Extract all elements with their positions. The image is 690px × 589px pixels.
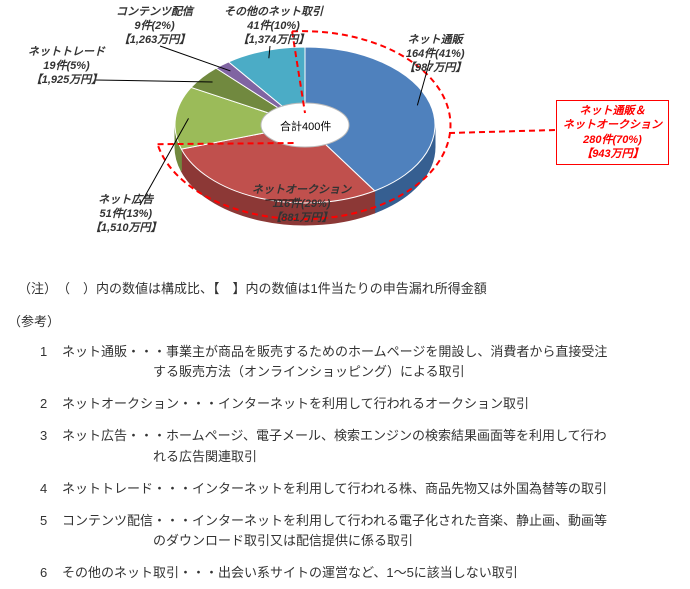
reference-number: 3 bbox=[40, 426, 62, 466]
callout-label: その他のネット取引 bbox=[224, 6, 323, 20]
callout-count: 164件(41%) bbox=[404, 48, 466, 62]
combined-callout: ネット通販＆ ネットオークション 280件(70%) 【943万円】 bbox=[556, 100, 669, 165]
reference-number: 4 bbox=[40, 479, 62, 499]
reference-item: 2ネットオークション・・・インターネットを利用して行われるオークション取引 bbox=[40, 388, 674, 420]
callout-amount: 【1,925万円】 bbox=[28, 74, 105, 88]
combined-line4: 【943万円】 bbox=[581, 148, 643, 160]
reference-number: 2 bbox=[40, 394, 62, 414]
note-line: （注） （ ）内の数値は構成比、【 】内の数値は1件当たりの申告漏れ所得金額 bbox=[0, 270, 690, 301]
reference-item: 6その他のネット取引・・・出会い系サイトの運営など、1～5に該当しない取引 bbox=[40, 557, 674, 589]
reference-text: ネット通販・・・事業主が商品を販売するためのホームページを開設し、消費者から直接… bbox=[62, 342, 674, 382]
reference-number: 5 bbox=[40, 511, 62, 551]
reference-text: その他のネット取引・・・出会い系サイトの運営など、1～5に該当しない取引 bbox=[62, 563, 674, 583]
callout-amount: 【1,510万円】 bbox=[90, 222, 162, 236]
reference-item: 3ネット広告・・・ホームページ、電子メール、検索エンジンの検索結果画面等を利用し… bbox=[40, 420, 674, 472]
callout-amount: 【881万円】 bbox=[252, 212, 351, 226]
callout-content-dist: コンテンツ配信 9件(2%) 【1,263万円】 bbox=[116, 6, 193, 47]
callout-net-other: その他のネット取引 41件(10%) 【1,374万円】 bbox=[224, 6, 323, 47]
callout-net-trade: ネットトレード 19件(5%) 【1,925万円】 bbox=[28, 46, 105, 87]
callout-count: 9件(2%) bbox=[116, 20, 193, 34]
callout-net-ad: ネット広告 51件(13%) 【1,510万円】 bbox=[90, 194, 162, 235]
callout-amount: 【1,374万円】 bbox=[224, 34, 323, 48]
reference-text: ネットトレード・・・インターネットを利用して行われる株、商品先物又は外国為替等の… bbox=[62, 479, 674, 499]
combined-line2: ネットオークション bbox=[563, 119, 662, 131]
reference-heading: （参考） bbox=[0, 301, 690, 336]
reference-item: 1ネット通販・・・事業主が商品を販売するためのホームページを開設し、消費者から直… bbox=[40, 336, 674, 388]
callout-amount: 【987万円】 bbox=[404, 62, 466, 76]
callout-count: 51件(13%) bbox=[90, 208, 162, 222]
chart-center-label: 合計400件 bbox=[280, 118, 331, 134]
callout-net-auction: ネットオークション 116件(29%) 【881万円】 bbox=[252, 184, 351, 225]
reference-text: コンテンツ配信・・・インターネットを利用して行われる電子化された音楽、静止画、動… bbox=[62, 511, 674, 551]
reference-number: 6 bbox=[40, 563, 62, 583]
reference-item: 4ネットトレード・・・インターネットを利用して行われる株、商品先物又は外国為替等… bbox=[40, 473, 674, 505]
combined-line1: ネット通販＆ bbox=[580, 105, 646, 117]
callout-label: ネットオークション bbox=[252, 184, 351, 198]
callout-count: 19件(5%) bbox=[28, 60, 105, 74]
callout-label: ネットトレード bbox=[28, 46, 105, 60]
reference-list: 1ネット通販・・・事業主が商品を販売するためのホームページを開設し、消費者から直… bbox=[0, 336, 690, 589]
callout-count: 41件(10%) bbox=[224, 20, 323, 34]
reference-text: ネット広告・・・ホームページ、電子メール、検索エンジンの検索結果画面等を利用して… bbox=[62, 426, 674, 466]
callout-label: コンテンツ配信 bbox=[116, 6, 193, 20]
reference-item: 5コンテンツ配信・・・インターネットを利用して行われる電子化された音楽、静止画、… bbox=[40, 505, 674, 557]
callout-amount: 【1,263万円】 bbox=[116, 34, 193, 48]
callout-label: ネット広告 bbox=[90, 194, 162, 208]
callout-net-sales: ネット通販 164件(41%) 【987万円】 bbox=[404, 34, 466, 75]
callout-count: 116件(29%) bbox=[252, 198, 351, 212]
combined-line3: 280件(70%) bbox=[583, 134, 642, 146]
callout-label: ネット通販 bbox=[404, 34, 466, 48]
reference-text: ネットオークション・・・インターネットを利用して行われるオークション取引 bbox=[62, 394, 674, 414]
reference-number: 1 bbox=[40, 342, 62, 382]
pie-chart: 合計400件 ネット通販 164件(41%) 【987万円】 ネットオークション… bbox=[0, 0, 690, 270]
